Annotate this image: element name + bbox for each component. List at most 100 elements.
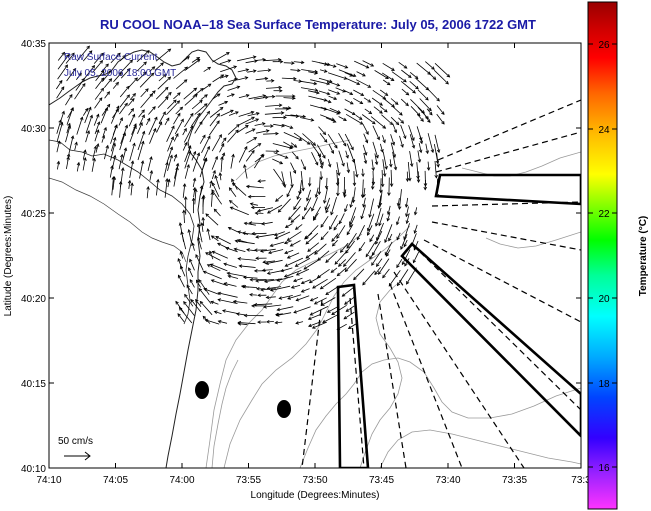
current-vector-head <box>363 160 368 165</box>
current-vector <box>247 70 256 73</box>
current-vector <box>286 186 292 197</box>
current-vector-head <box>408 74 412 79</box>
current-vector <box>275 231 291 239</box>
x-axis: 74:10 74:05 74:00 73:55 73:50 73:45 73:40 73:35… <box>36 43 591 486</box>
beam-line <box>435 131 581 173</box>
current-vector <box>384 224 393 243</box>
current-vector <box>304 197 312 211</box>
current-vector <box>118 154 123 170</box>
current-vector-head <box>183 196 188 200</box>
current-vector-head <box>220 74 225 78</box>
current-vector-head <box>186 56 190 60</box>
current-vector <box>260 248 276 252</box>
current-vector-head <box>300 289 305 293</box>
current-vector <box>353 89 364 96</box>
current-vector <box>201 222 204 232</box>
current-vector <box>413 251 420 263</box>
current-vector <box>372 125 380 140</box>
colorbar-tick-label: 18 <box>598 379 610 390</box>
current-vector <box>343 252 356 267</box>
depth-contour-7 <box>485 231 581 249</box>
current-vector-head <box>86 45 90 50</box>
current-vector-head <box>235 312 240 316</box>
current-vector-head <box>359 121 364 125</box>
current-vector <box>257 69 271 72</box>
current-vector-head <box>362 73 366 77</box>
current-vector-head <box>345 250 349 254</box>
current-vector <box>425 143 429 154</box>
current-vector-head <box>295 321 300 325</box>
current-vector-head <box>219 106 224 111</box>
current-vector <box>265 259 283 265</box>
current-vector-head <box>101 134 106 139</box>
current-vector-head <box>315 161 319 166</box>
current-vector-head <box>279 88 283 93</box>
current-vector <box>305 232 319 245</box>
current-vector <box>313 212 319 221</box>
current-vector <box>164 117 170 126</box>
current-vector <box>317 250 330 261</box>
current-vector-head <box>237 320 242 325</box>
current-vector <box>147 156 152 172</box>
current-vector-head <box>190 298 194 303</box>
current-vector-head <box>152 90 156 94</box>
current-vector-head <box>263 279 268 284</box>
current-vector-head <box>400 144 404 148</box>
current-vector-head <box>339 249 344 253</box>
current-vector-head <box>300 280 305 285</box>
current-vector <box>197 237 202 250</box>
current-vector <box>227 272 246 277</box>
survey-box-east <box>434 173 581 206</box>
current-vector <box>198 279 210 295</box>
current-vector <box>254 154 265 163</box>
current-vector-head <box>176 100 181 104</box>
current-vector <box>203 146 210 161</box>
current-vector <box>223 263 237 268</box>
current-vector-head <box>160 62 164 66</box>
current-vector-head <box>388 237 392 242</box>
current-vector <box>200 94 208 100</box>
current-vector-head <box>286 193 290 198</box>
current-vector-head <box>227 227 232 231</box>
current-vector-head <box>293 278 297 283</box>
current-vector <box>344 72 353 77</box>
current-vector-head <box>211 182 216 187</box>
current-vector <box>219 172 222 181</box>
current-vector-head <box>331 311 335 315</box>
current-vector <box>293 80 302 82</box>
current-vector <box>272 143 293 149</box>
current-vector-head <box>227 274 232 279</box>
current-vector <box>202 217 205 226</box>
current-vector-head <box>220 143 225 147</box>
current-vector <box>131 123 137 135</box>
current-vector <box>419 135 423 144</box>
current-vector <box>392 106 403 116</box>
current-vector <box>207 264 221 272</box>
current-vector-head <box>253 137 258 141</box>
survey-boxes <box>336 173 581 468</box>
x-tick-label: 73:35 <box>502 475 527 486</box>
current-vector-head <box>224 100 229 105</box>
current-vector <box>225 247 238 253</box>
current-vector <box>212 251 228 259</box>
current-vector-head <box>344 208 348 213</box>
current-vector-head <box>346 231 351 236</box>
current-vector <box>239 116 255 125</box>
current-vector <box>149 66 155 72</box>
current-vector <box>182 183 186 198</box>
current-vector-head <box>405 220 409 225</box>
x-tick-label: 74:10 <box>36 475 61 486</box>
current-vector <box>399 135 404 148</box>
current-vector-head <box>167 76 172 81</box>
current-vector <box>237 56 256 62</box>
current-vector <box>101 63 109 72</box>
current-vector-head <box>382 173 387 178</box>
current-vector <box>122 147 127 163</box>
current-vector-head <box>307 183 312 187</box>
current-vector-head <box>199 300 204 305</box>
current-vector <box>94 121 100 135</box>
current-vector <box>212 182 220 197</box>
current-vector-head <box>309 312 314 316</box>
current-vector <box>184 113 194 128</box>
current-vector <box>307 242 320 252</box>
